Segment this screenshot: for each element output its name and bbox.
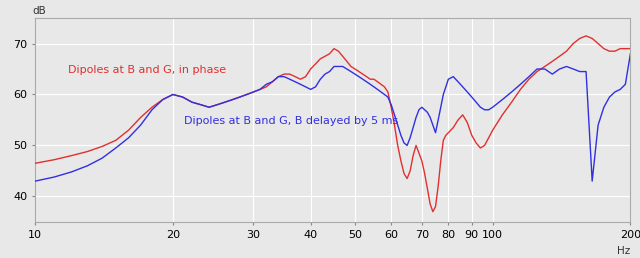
Text: Dipoles at B and G, B delayed by 5 ms: Dipoles at B and G, B delayed by 5 ms — [184, 116, 398, 126]
Text: Hz: Hz — [617, 246, 630, 256]
Text: Dipoles at B and G, in phase: Dipoles at B and G, in phase — [68, 65, 226, 75]
Text: dB: dB — [32, 6, 46, 16]
